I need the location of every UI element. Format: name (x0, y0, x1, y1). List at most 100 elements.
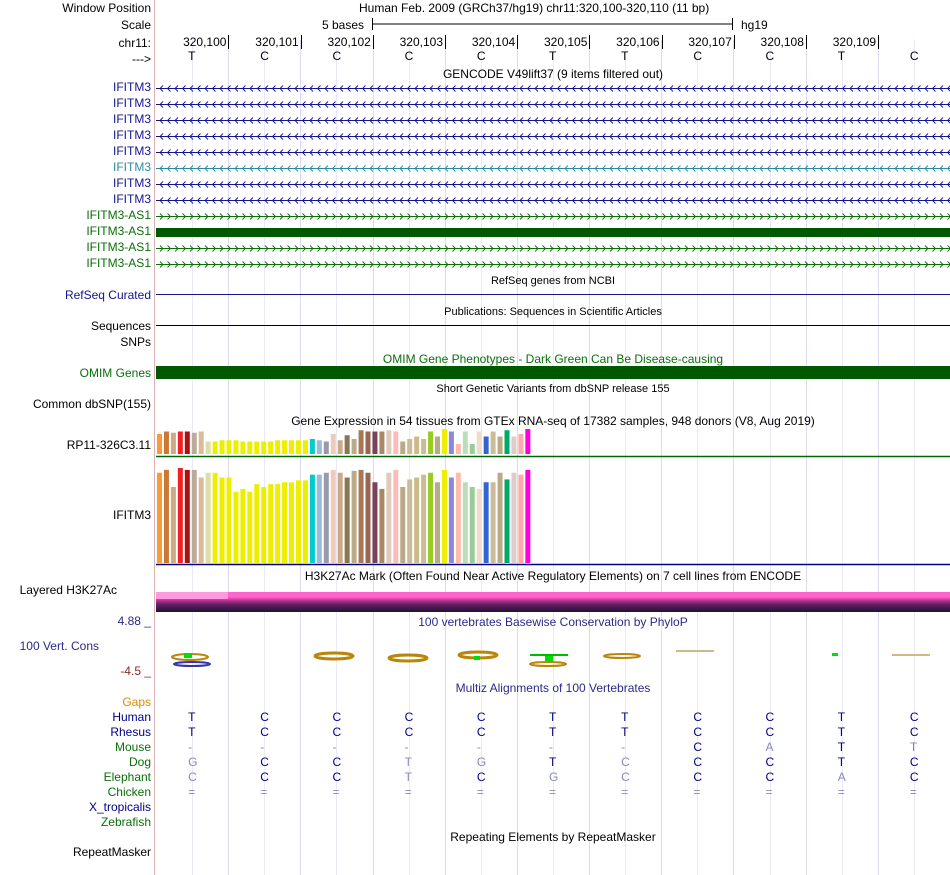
alignment-base: T (837, 755, 846, 769)
ruler-position: 320,101 (255, 35, 302, 49)
multiz-title[interactable]: Multiz Alignments of 100 Vertebrates (455, 681, 651, 695)
gtex-gene2-label[interactable]: IFITM3 (113, 508, 151, 522)
gencode-item-label[interactable]: IFITM3 (113, 144, 151, 158)
alignment-base: T (837, 710, 846, 724)
gencode-item-label[interactable]: IFITM3 (113, 192, 151, 206)
refseq-title[interactable]: RefSeq genes from NCBI (490, 275, 616, 287)
pubs-sequences-label[interactable]: Sequences (90, 319, 151, 333)
gencode-item-label[interactable]: IFITM3 (113, 176, 151, 190)
alignment-base: C (332, 710, 342, 724)
gtex-bar-gene2 (323, 472, 329, 563)
gtex-bar-gene2 (435, 482, 440, 563)
window-position-label[interactable]: Window Position (62, 1, 151, 15)
gtex-bar-gene1 (476, 431, 482, 454)
gtex-bar-gene1 (469, 444, 475, 454)
gtex-bar-gene2 (268, 484, 274, 563)
alignment-base: C (404, 725, 414, 739)
species-label[interactable]: Elephant (103, 770, 151, 784)
ruler-position: 320,108 (761, 35, 807, 49)
ruler-position: 320,102 (327, 35, 374, 49)
alignment-base: C (621, 755, 630, 769)
gtex-title[interactable]: Gene Expression in 54 tissues from GTEx … (291, 414, 815, 428)
species-label[interactable]: Mouse (114, 740, 151, 754)
gtex-bar-gene1 (462, 431, 468, 454)
track-data-area[interactable]: Human Feb. 2009 (GRCh37/hg19) chr11:320,… (156, 0, 950, 875)
alignment-base: C (332, 770, 342, 784)
gencode-transcript (156, 228, 950, 237)
gtex-bar-gene2 (177, 468, 183, 563)
species-label[interactable]: Chicken (107, 785, 151, 799)
ruler-scale-text: 5 bases (322, 18, 365, 32)
gencode-item-label[interactable]: IFITM3-AS1 (86, 240, 151, 254)
gencode-title[interactable]: GENCODE V49lift37 (9 items filtered out) (442, 67, 664, 81)
gencode-item-label[interactable]: IFITM3-AS1 (86, 224, 151, 238)
strand-arrow-label[interactable]: ---> (132, 52, 151, 66)
gtex-bar-gene1 (268, 441, 274, 454)
gencode-item-label[interactable]: IFITM3-AS1 (86, 256, 151, 270)
logo-pos-3 (313, 651, 355, 661)
phylop-label[interactable]: 100 Vert. Cons (19, 639, 99, 653)
alignment-base: C (693, 755, 703, 769)
gtex-bar-gene1 (414, 436, 420, 454)
gtex-bar-gene2 (330, 469, 336, 563)
h3k27ac-title[interactable]: H3K27Ac Mark (Often Found Near Active Re… (304, 569, 802, 583)
omim-label[interactable]: OMIM Genes (79, 366, 151, 380)
gtex-bar-gene2 (219, 477, 225, 563)
alignment-base: T (404, 770, 412, 784)
alignment-base: T (621, 710, 629, 724)
refseq-label[interactable]: RefSeq Curated (64, 288, 151, 302)
pubs-snps-label[interactable]: SNPs (120, 335, 151, 349)
gencode-item-label[interactable]: IFITM3 (113, 96, 151, 110)
h3k27ac-bar[interactable] (156, 592, 950, 612)
alignment-base: T (621, 725, 629, 739)
dbsnp-title[interactable]: Short Genetic Variants from dbSNP releas… (436, 383, 670, 395)
gencode-transcript (156, 133, 950, 140)
gtex-bar-gene1 (163, 431, 169, 454)
gtex-bar-gene1 (365, 431, 371, 454)
pubs-title[interactable]: Publications: Sequences in Scientific Ar… (444, 306, 662, 318)
gtex-bar-gene1 (275, 440, 281, 454)
alignment-base: C (765, 725, 775, 739)
ruler-assembly: hg19 (741, 18, 768, 32)
alignment-base: T (837, 725, 846, 739)
gencode-item-label[interactable]: IFITM3 (113, 112, 151, 126)
alignment-base: C (332, 725, 342, 739)
gtex-bar-gene1 (448, 431, 454, 454)
gtex-bar-gene2 (428, 472, 434, 563)
dbsnp-label[interactable]: Common dbSNP(155) (32, 397, 151, 411)
gtex-chart[interactable] (156, 427, 950, 567)
phylop-logos[interactable] (156, 642, 950, 672)
gtex-gene1-label[interactable]: RP11-326C3.11 (66, 438, 151, 452)
gencode-transcripts[interactable] (156, 80, 950, 272)
species-label[interactable]: X_tropicalis (88, 800, 151, 814)
gtex-bar-gene2 (351, 470, 357, 563)
gtex-bar-gene1 (455, 444, 461, 454)
gencode-item-label[interactable]: IFITM3 (113, 128, 151, 142)
species-label[interactable]: Dog (128, 755, 151, 769)
phylop-max-label: 4.88 _ (117, 614, 151, 628)
alignment-base: C (765, 770, 775, 784)
scale-label[interactable]: Scale (120, 18, 151, 32)
omim-bar[interactable] (156, 366, 950, 379)
species-label[interactable]: Human (112, 710, 151, 724)
ruler-base: C (260, 49, 269, 63)
repeatmasker-label[interactable]: RepeatMasker (72, 845, 151, 859)
repeatmasker-title[interactable]: Repeating Elements by RepeatMasker (450, 830, 656, 844)
alignment-base: T (188, 710, 196, 724)
gtex-bar-gene2 (504, 479, 510, 563)
phylop-title[interactable]: 100 vertebrates Basewise Conservation by… (418, 615, 688, 629)
gtex-bar-gene2 (365, 472, 371, 563)
h3k27ac-label[interactable]: Layered H3K27Ac (19, 583, 117, 597)
omim-title[interactable]: OMIM Gene Phenotypes - Dark Green Can Be… (382, 352, 724, 366)
gencode-transcript (156, 117, 950, 124)
alignment-base: A (765, 740, 774, 754)
gencode-item-label[interactable]: IFITM3-AS1 (86, 208, 151, 222)
gencode-item-label[interactable]: IFITM3 (113, 160, 151, 174)
species-label[interactable]: Zebrafish (100, 815, 151, 829)
gencode-item-label[interactable]: IFITM3 (113, 80, 151, 94)
species-label[interactable]: Rhesus (110, 725, 151, 739)
refseq-line (156, 294, 950, 295)
alignment-base: C (693, 770, 703, 784)
chrom-label[interactable]: chr11: (118, 36, 151, 50)
gtex-bar-gene1 (205, 441, 211, 454)
